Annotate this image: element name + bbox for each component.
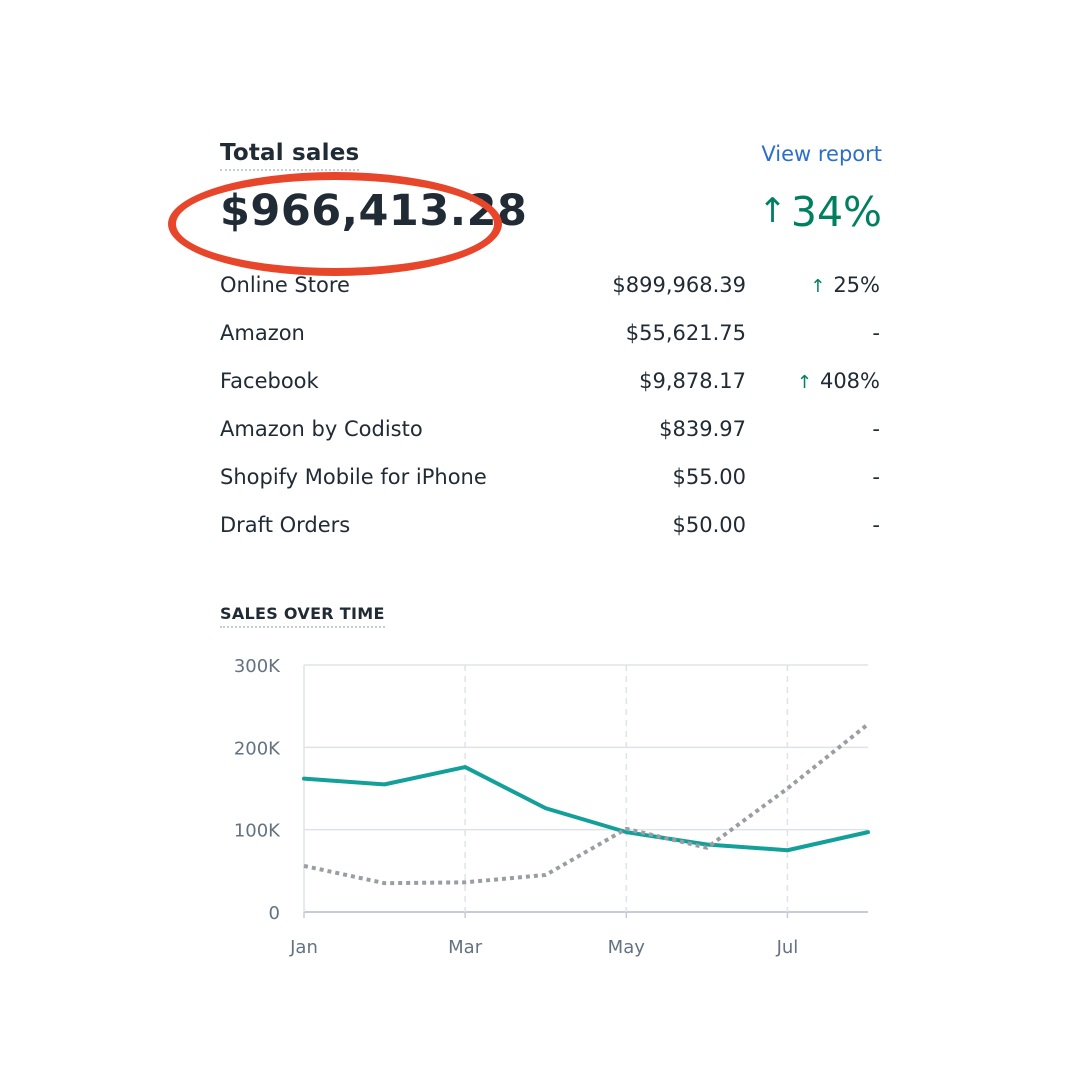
channel-row: Draft Orders $50.00 - — [220, 504, 882, 552]
channel-amount: $50.00 — [672, 513, 746, 537]
channel-change-value: - — [872, 513, 880, 537]
total-change-value: 34% — [790, 188, 882, 236]
y-tick-label: 300K — [234, 656, 281, 677]
channel-label: Draft Orders — [220, 513, 351, 537]
channel-label: Amazon — [220, 321, 305, 345]
channel-change-value: - — [872, 417, 880, 441]
channel-label: Facebook — [220, 369, 319, 393]
card-header: Total sales View report — [220, 140, 882, 180]
y-tick-label: 0 — [269, 903, 280, 924]
channel-change: - — [872, 417, 880, 441]
series-line-comparison — [303, 722, 870, 886]
channel-amount: $55.00 — [672, 465, 746, 489]
channel-row: Facebook $9,878.17 ↑ 408% — [220, 360, 882, 408]
x-tick-label: May — [608, 937, 646, 958]
total-change: ↑34% — [758, 188, 882, 236]
channel-amount: $55,621.75 — [625, 321, 746, 345]
x-tick-label: Jul — [776, 937, 799, 958]
arrow-up-icon: ↑ — [758, 191, 787, 231]
arrow-up-icon: ↑ — [796, 372, 812, 393]
channel-change: ↑ 408% — [797, 369, 880, 393]
channel-change-value: - — [872, 321, 880, 345]
card-title[interactable]: Total sales — [220, 140, 360, 171]
channel-row: Amazon by Codisto $839.97 - — [220, 408, 882, 456]
y-tick-label: 200K — [234, 738, 281, 759]
total-sales-value: $966,413.28 — [220, 186, 528, 236]
y-tick-label: 100K — [234, 821, 281, 842]
channel-label: Shopify Mobile for iPhone — [220, 465, 487, 489]
channel-row: Shopify Mobile for iPhone $55.00 - — [220, 456, 882, 504]
arrow-up-icon: ↑ — [810, 276, 826, 297]
channel-change-value: 408% — [819, 369, 880, 393]
channel-change-value: - — [872, 465, 880, 489]
total-row: $966,413.28 ↑34% — [168, 172, 882, 276]
channel-amount: $9,878.17 — [639, 369, 746, 393]
channel-breakdown-list: Online Store $899,968.39 ↑ 25% Amazon $55,621… — [220, 264, 882, 552]
total-sales-card: Total sales View report $966,413.28 ↑34%… — [168, 140, 882, 552]
channel-change: - — [872, 465, 880, 489]
channel-label: Amazon by Codisto — [220, 417, 423, 441]
channel-row: Online Store $899,968.39 ↑ 25% — [220, 264, 882, 312]
x-tick-label: Mar — [448, 937, 483, 958]
channel-row: Amazon $55,621.75 - — [220, 312, 882, 360]
series-line-current — [302, 765, 870, 853]
channel-change: - — [872, 321, 880, 345]
channel-label: Online Store — [220, 273, 350, 297]
chart-section-title[interactable]: SALES OVER TIME — [220, 604, 385, 628]
x-tick-label: Jan — [289, 937, 318, 958]
channel-amount: $899,968.39 — [612, 273, 746, 297]
channel-change: ↑ 25% — [810, 273, 880, 297]
channel-change: - — [872, 513, 880, 537]
view-report-link[interactable]: View report — [761, 142, 882, 166]
channel-change-value: 25% — [833, 273, 880, 297]
channel-amount: $839.97 — [659, 417, 746, 441]
